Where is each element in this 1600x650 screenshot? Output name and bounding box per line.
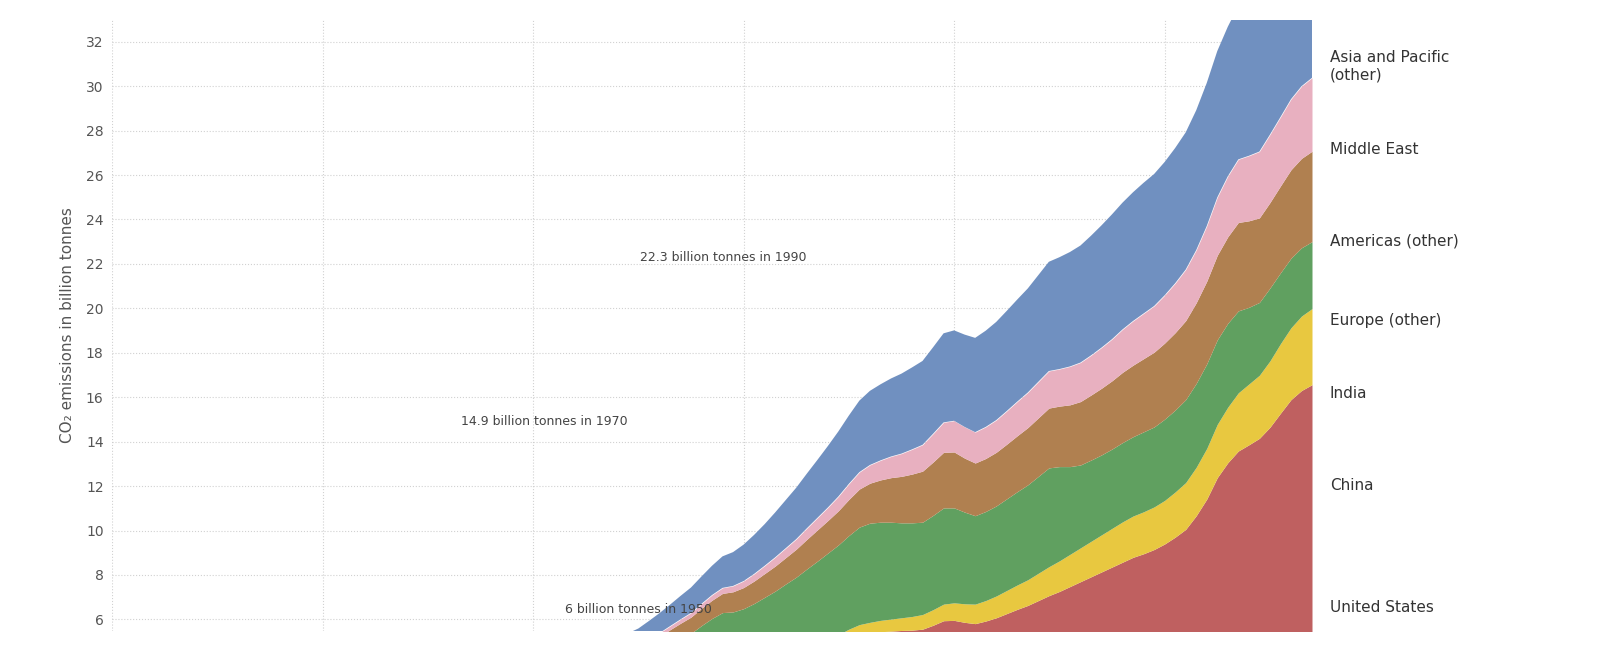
Text: Europe (other): Europe (other) (1330, 313, 1442, 328)
Text: United States: United States (1330, 600, 1434, 615)
Text: 6 billion tonnes in 1950: 6 billion tonnes in 1950 (565, 603, 712, 616)
Text: India: India (1330, 386, 1368, 401)
Text: 14.9 billion tonnes in 1970: 14.9 billion tonnes in 1970 (461, 415, 627, 428)
Text: 22.3 billion tonnes in 1990: 22.3 billion tonnes in 1990 (640, 251, 806, 264)
Text: Asia and Pacific
(other): Asia and Pacific (other) (1330, 50, 1450, 83)
Text: China: China (1330, 478, 1373, 493)
Text: Middle East: Middle East (1330, 142, 1419, 157)
Y-axis label: CO₂ emissions in billion tonnes: CO₂ emissions in billion tonnes (59, 207, 75, 443)
Text: Americas (other): Americas (other) (1330, 233, 1459, 248)
